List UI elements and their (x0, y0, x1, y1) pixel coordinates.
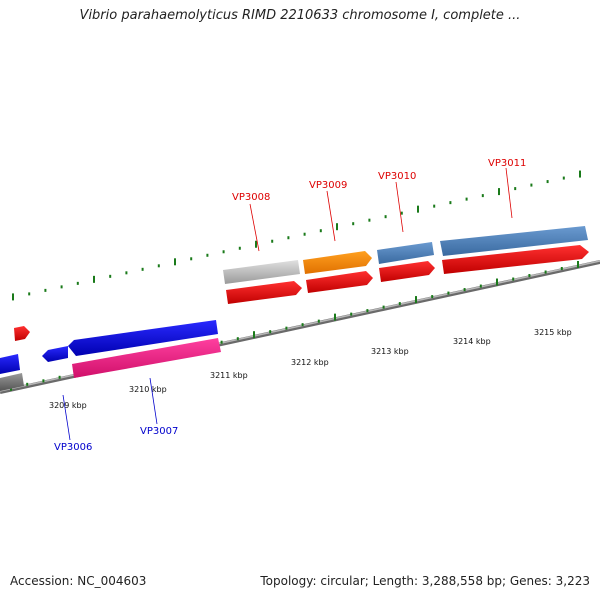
minor-tick (463, 288, 466, 292)
minor-tick (303, 232, 306, 236)
minor-tick (382, 305, 385, 309)
gene-fragment-blue-left[interactable] (0, 354, 20, 374)
gene-fragment-red[interactable] (14, 326, 30, 341)
gene-vp3010-red[interactable] (379, 261, 435, 282)
minor-tick (562, 176, 565, 180)
minor-tick (236, 337, 239, 341)
gene-label-vp3011[interactable]: VP3011 (488, 158, 526, 169)
major-tick (255, 240, 257, 248)
minor-tick (481, 194, 484, 198)
major-tick (253, 331, 255, 339)
tick-label-3213: 3213 kbp (371, 347, 409, 356)
minor-tick (546, 180, 549, 184)
gene-label-vp3007[interactable]: VP3007 (140, 426, 178, 437)
tick-label-3215: 3215 kbp (534, 328, 572, 337)
minor-tick (301, 323, 304, 327)
minor-tick (352, 222, 355, 226)
minor-tick (514, 187, 517, 191)
major-tick (579, 170, 581, 178)
minor-tick (42, 379, 45, 383)
major-tick (334, 313, 336, 321)
minor-tick (350, 312, 353, 316)
minor-tick (76, 281, 79, 285)
gene-vp3006[interactable] (42, 346, 68, 362)
minor-tick (58, 375, 61, 379)
minor-tick (447, 291, 450, 295)
minor-tick (398, 302, 401, 306)
major-tick (12, 293, 14, 301)
minor-tick (431, 295, 434, 299)
minor-tick (449, 201, 452, 205)
minor-tick (238, 246, 241, 250)
major-tick (496, 278, 498, 286)
major-tick (577, 260, 579, 268)
map-title: Vibrio parahaemolyticus RIMD 2210633 chr… (79, 8, 521, 23)
gene-label-vp3006[interactable]: VP3006 (54, 442, 92, 453)
minor-tick (271, 239, 274, 243)
gene-label-vp3010[interactable]: VP3010 (378, 171, 416, 182)
minor-tick (433, 204, 436, 208)
minor-tick (368, 218, 371, 222)
minor-tick (512, 277, 515, 281)
topology-summary: Topology: circular; Length: 3,288,558 bp… (260, 574, 590, 588)
gene-vp3008-grey[interactable] (223, 260, 300, 284)
gene-vp3010-steel[interactable] (377, 242, 434, 264)
minor-tick (287, 236, 290, 240)
minor-tick (44, 288, 47, 292)
gene-vp3011-steel[interactable] (440, 226, 588, 256)
minor-tick (28, 292, 31, 296)
tick-label-3209: 3209 kbp (49, 401, 87, 410)
gene-vp3007-blue[interactable] (68, 320, 218, 356)
minor-tick (190, 257, 193, 261)
minor-tick (125, 271, 128, 275)
major-tick (336, 223, 338, 231)
gene-vp3009-orange[interactable] (303, 251, 372, 274)
minor-tick (319, 229, 322, 233)
minor-tick (465, 197, 468, 201)
minor-tick (560, 266, 563, 270)
minor-tick (206, 253, 209, 257)
gene-vp3011-red[interactable] (442, 245, 589, 274)
minor-tick (544, 270, 547, 274)
gene-vp3008-red[interactable] (226, 281, 302, 304)
gene-leader-lines (62, 167, 513, 441)
minor-tick (317, 319, 320, 323)
minor-tick (528, 274, 531, 278)
minor-tick (26, 382, 29, 386)
minor-tick (157, 264, 160, 268)
major-tick (93, 275, 95, 283)
minor-tick (384, 215, 387, 219)
gene-label-vp3009[interactable]: VP3009 (309, 180, 347, 191)
major-tick (174, 258, 176, 266)
minor-tick (220, 340, 223, 344)
minor-tick (222, 250, 225, 254)
major-tick (415, 296, 417, 304)
tick-label-3212: 3212 kbp (291, 358, 329, 367)
major-tick (417, 205, 419, 213)
minor-tick (479, 284, 482, 288)
tick-label-3211: 3211 kbp (210, 371, 248, 380)
minor-tick (60, 285, 63, 289)
minor-tick (400, 211, 403, 215)
tick-label-3210: 3210 kbp (129, 385, 167, 394)
minor-tick (366, 309, 369, 313)
gene-fragment-grey-left[interactable] (0, 373, 24, 391)
gene-label-vp3008[interactable]: VP3008 (232, 192, 270, 203)
minor-tick (530, 183, 533, 187)
major-tick (498, 188, 500, 196)
upper-tick-track (12, 170, 581, 301)
minor-tick (269, 330, 272, 334)
gene-vp3007-pink[interactable] (72, 338, 221, 378)
gene-vp3009-red[interactable] (306, 271, 373, 293)
tick-label-3214: 3214 kbp (453, 337, 491, 346)
minor-tick (141, 267, 144, 271)
accession-text: Accession: NC_004603 (10, 574, 147, 588)
minor-tick (285, 326, 288, 330)
minor-tick (109, 274, 112, 278)
